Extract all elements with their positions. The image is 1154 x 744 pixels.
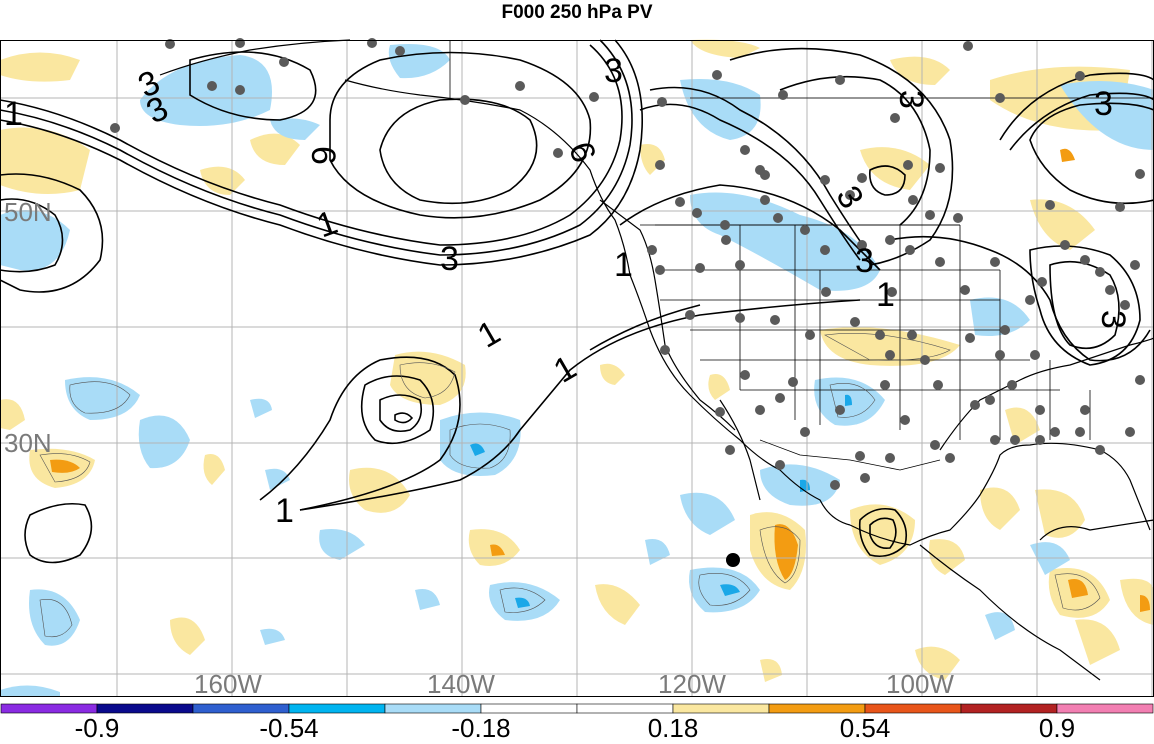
colorbar-tick-label: -0.54	[259, 713, 319, 743]
contour-label: 1	[275, 492, 294, 530]
coastlines	[159, 39, 1154, 681]
strong-pv-shading	[50, 148, 1150, 612]
lon-label-140w: 140W	[427, 669, 495, 699]
colorbar-swatch	[192, 703, 290, 714]
lon-label-160w: 160W	[194, 669, 262, 699]
anomaly-outlines	[39, 333, 1101, 638]
colorbar-tick-label: -0.18	[451, 713, 511, 743]
colorbar-swatch	[96, 703, 194, 714]
station-markers	[110, 38, 1145, 490]
contour-label: 3	[892, 90, 930, 109]
contour-label: 3	[1094, 85, 1113, 123]
lat-label-50n: 50N	[4, 197, 52, 227]
lat-label-30n: 30N	[4, 428, 52, 458]
contour-label: 3	[440, 240, 459, 278]
colorbar-swatch	[1056, 703, 1154, 714]
colorbar-swatch	[480, 703, 578, 714]
contour-label: 1	[876, 276, 895, 314]
colorbar-swatch	[672, 703, 770, 714]
colorbar-tick-label: -0.9	[74, 713, 120, 743]
lat-lon-grid	[0, 40, 1154, 697]
colorbar-swatch	[288, 703, 386, 714]
colorbar-swatch	[0, 703, 98, 714]
contour-label: 1	[614, 246, 633, 284]
longitude-labels: 160W 140W 120W 100W	[194, 669, 954, 699]
latitude-labels: 50N 30N	[4, 197, 52, 458]
lon-label-120w: 120W	[658, 669, 726, 699]
colorbar-swatch	[768, 703, 866, 714]
colorbar-tick-label: 0.54	[839, 713, 891, 743]
colorbar-swatch	[576, 703, 674, 714]
colorbar-tick-label: 0.9	[1038, 713, 1076, 743]
map-title: F000 250 hPa PV	[501, 2, 653, 23]
lon-label-100w: 100W	[886, 669, 954, 699]
contour-label: 3	[855, 242, 874, 280]
contour-label: 1	[4, 95, 23, 133]
colorbar-swatches	[0, 703, 1154, 714]
contour-label: 6	[304, 146, 342, 165]
colorbar: -0.9 -0.54 -0.18 0.18 0.54 0.9	[0, 703, 1154, 743]
colorbar-swatch	[384, 703, 482, 714]
colorbar-swatch	[960, 703, 1058, 714]
pv-contours	[0, 39, 1154, 564]
colorbar-tick-label: 0.18	[647, 713, 699, 743]
contour-label: 3	[604, 52, 623, 90]
pv-map: 160W 140W 120W 100W 50N 30N 1 3 6 3 6 1 …	[0, 38, 1154, 699]
contour-label: 3	[1094, 310, 1132, 329]
highlight-marker	[726, 553, 740, 567]
colorbar-swatch	[864, 703, 962, 714]
